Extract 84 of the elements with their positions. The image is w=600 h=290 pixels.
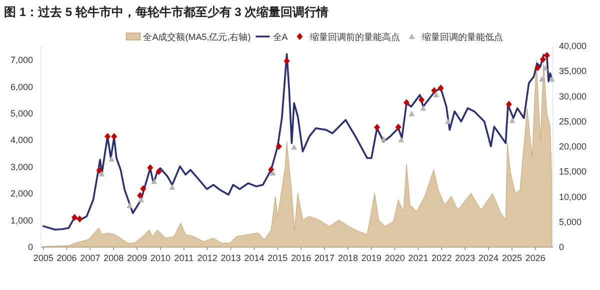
x-tick-label: 2026: [525, 253, 546, 263]
x-tick-label: 2016: [291, 253, 312, 263]
point: [126, 202, 133, 208]
y2-tick-label: 25,000: [559, 116, 587, 126]
point: [542, 65, 548, 71]
point: [395, 124, 402, 131]
point: [418, 96, 425, 104]
x-tick-label: 2011: [174, 253, 194, 263]
point: [420, 105, 426, 111]
point: [374, 124, 380, 131]
x-tick-label: 2015: [268, 253, 288, 263]
x-tick-label: 2019: [361, 253, 382, 263]
x-tick-label: 2008: [104, 253, 124, 263]
point: [270, 170, 276, 176]
chart-title: 图 1：过去 5 轮牛市中，每轮牛市都至少有 3 次缩量回调行情: [4, 5, 329, 19]
y2-tick-label: 40,000: [559, 41, 587, 51]
legend-label: 缩量回调前的量能高点: [310, 32, 400, 42]
y-tick-label: 4,000: [10, 135, 33, 146]
point: [431, 87, 438, 94]
x-tick-label: 2007: [80, 253, 100, 263]
point: [538, 76, 545, 82]
point: [151, 178, 158, 184]
point: [156, 168, 162, 175]
point: [445, 118, 452, 124]
legend-label: 全A: [272, 32, 288, 42]
x-tick-label: 2021: [408, 253, 428, 263]
point: [169, 184, 176, 190]
point: [72, 214, 78, 221]
point: [544, 52, 550, 59]
x-tick-label: 2017: [314, 253, 335, 263]
y-tick-label: 3,000: [10, 162, 33, 172]
point: [76, 215, 83, 222]
legend-label: 全A成交额(MA5,亿元,右轴): [143, 32, 251, 42]
y-tick-label: 2,000: [10, 188, 33, 199]
y2-tick-label: 15,000: [559, 166, 587, 177]
point: [408, 110, 415, 116]
point: [509, 117, 516, 123]
x-tick-label: 2009: [127, 253, 148, 263]
x-tick-label: 2023: [455, 253, 476, 263]
point: [433, 92, 440, 98]
y-tick-label: 5,000: [10, 108, 33, 119]
x-tick-label: 2006: [56, 253, 77, 263]
x-tick-label: 2012: [197, 253, 218, 263]
y-tick-label: 7,000: [10, 55, 33, 66]
point: [506, 100, 512, 108]
x-tick-label: 2020: [384, 253, 405, 263]
x-tick-label: 2025: [502, 253, 522, 263]
x-tick-label: 2024: [478, 253, 499, 263]
x-tick-label: 2022: [432, 253, 452, 263]
point: [147, 164, 154, 172]
point: [398, 136, 404, 142]
point: [98, 170, 105, 176]
point: [138, 196, 144, 202]
point: [284, 57, 290, 64]
point: [268, 166, 274, 174]
point: [540, 56, 546, 63]
x-tick-label: 2005: [33, 253, 54, 263]
point: [104, 132, 111, 140]
y-tick-label: 6,000: [10, 82, 33, 92]
point: [140, 185, 146, 192]
point: [380, 136, 387, 142]
y2-tick-label: 5,000: [559, 216, 582, 227]
y2-tick-label: 35,000: [559, 66, 587, 76]
y2-tick-label: 20,000: [559, 142, 587, 152]
point: [96, 166, 102, 174]
point: [137, 192, 144, 199]
point: [108, 156, 115, 162]
x-tick-label: 2018: [338, 253, 358, 263]
x-tick-label: 2013: [220, 253, 241, 263]
legend-label: 缩量回调的量能低点: [422, 32, 503, 42]
y-tick-label: 1,000: [10, 215, 33, 226]
y2-tick-label: 30,000: [559, 91, 587, 102]
point: [276, 142, 282, 150]
point: [438, 84, 444, 92]
point: [111, 132, 118, 140]
point: [548, 76, 555, 82]
x-tick-label: 2014: [244, 253, 264, 263]
y2-tick-label: 0: [559, 242, 564, 252]
point: [291, 144, 298, 150]
point: [404, 99, 410, 106]
point: [534, 64, 541, 72]
x-tick-label: 2010: [150, 253, 171, 263]
y2-tick-label: 10,000: [559, 192, 587, 202]
y-tick-label: 0: [28, 242, 33, 252]
